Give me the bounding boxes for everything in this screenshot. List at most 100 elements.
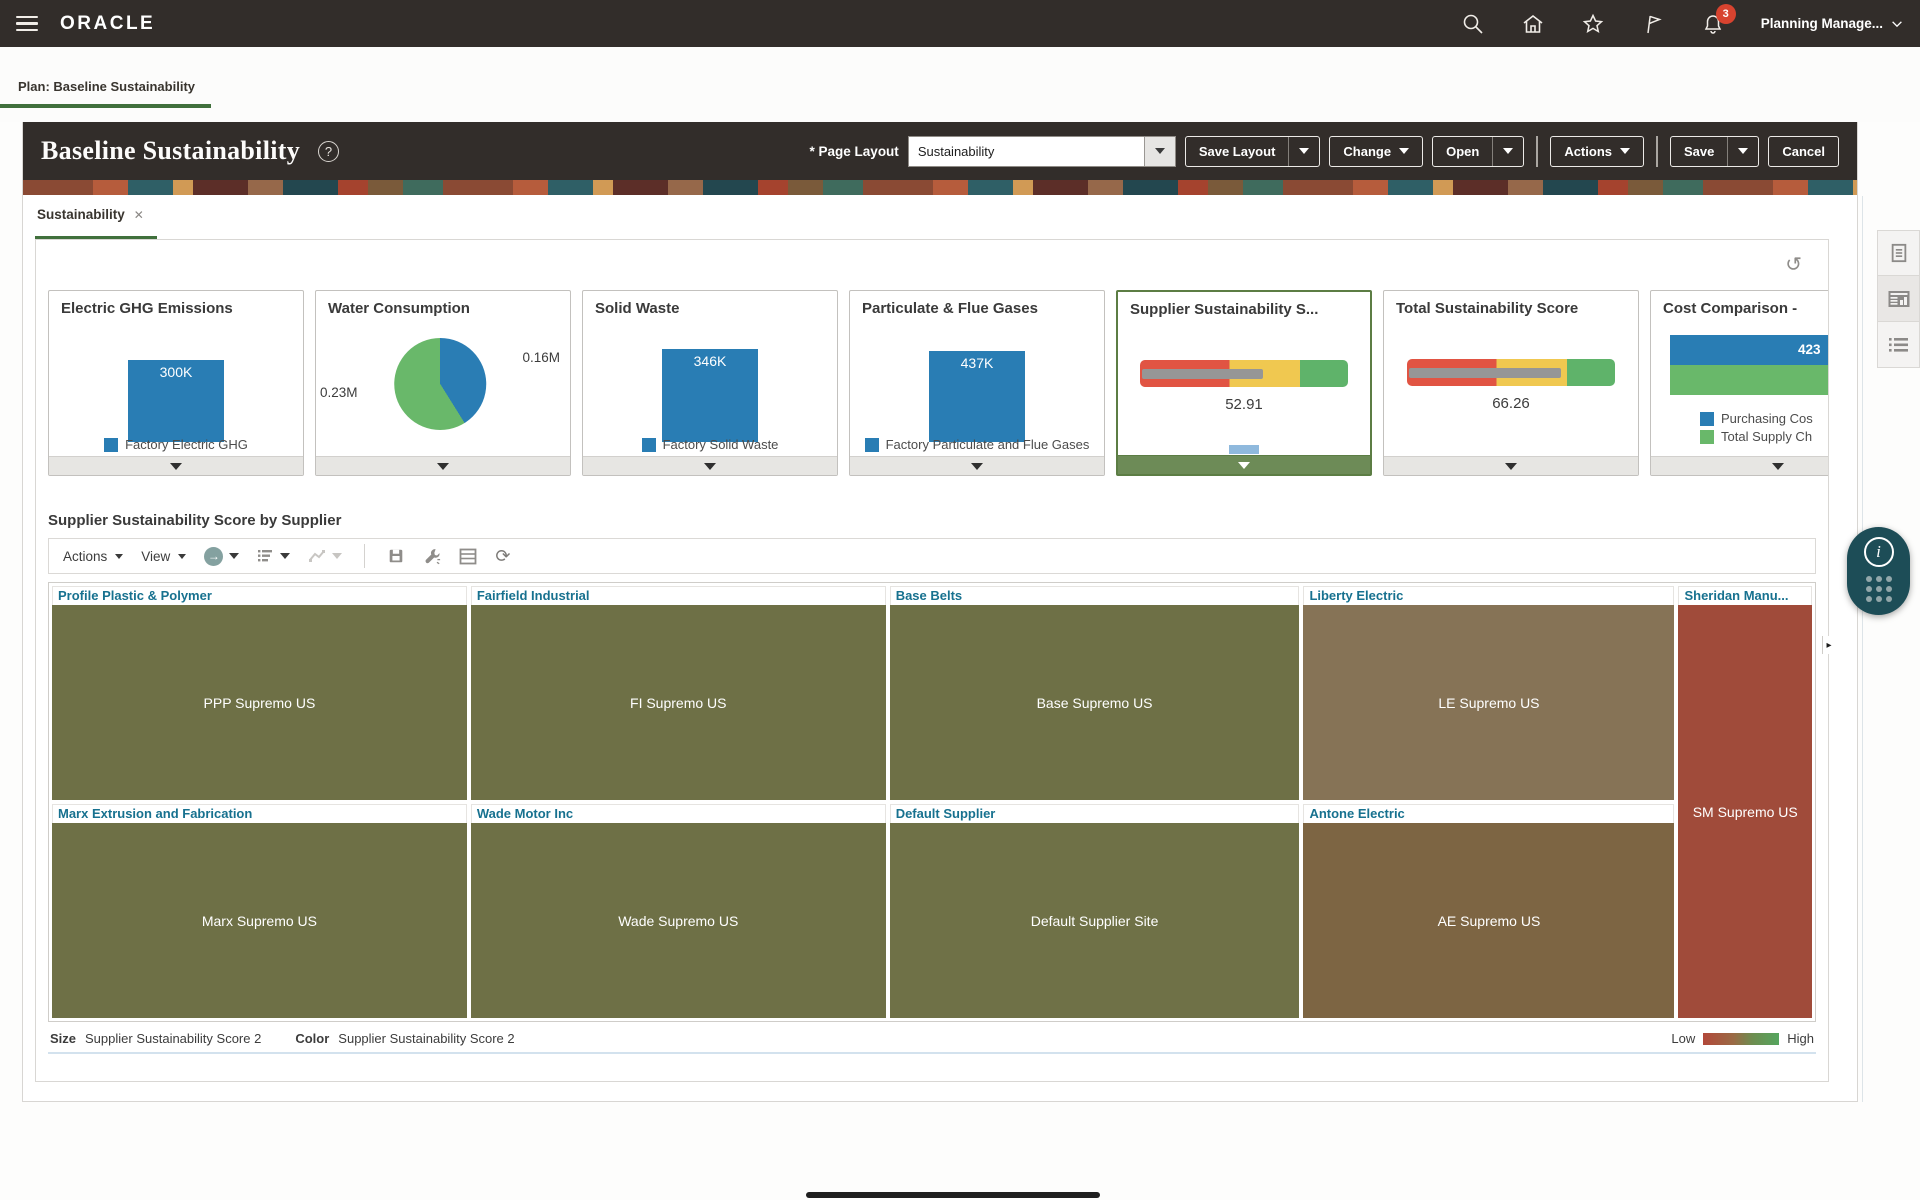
treemap-actions-menu[interactable]: Actions bbox=[63, 549, 124, 564]
navigation-menu-icon[interactable] bbox=[16, 15, 38, 32]
stacked-hbar-chart: 423 bbox=[1670, 335, 1828, 395]
plan-tab[interactable]: Plan: Baseline Sustainability bbox=[18, 79, 195, 94]
infolet-chart: 437K Factory Particulate and Flue Gases bbox=[850, 323, 1104, 456]
right-icon-rail bbox=[1877, 230, 1920, 368]
content-edge-divider bbox=[1862, 196, 1863, 1102]
open-dropdown-icon[interactable] bbox=[1492, 136, 1523, 166]
treemap-tile[interactable]: Base Belts Base Supremo US bbox=[889, 586, 1300, 800]
page-layout-value: Sustainability bbox=[917, 143, 995, 159]
infolet-card[interactable]: Electric GHG Emissions 300K Factory Electr… bbox=[48, 290, 304, 476]
expand-arrow-icon bbox=[1772, 462, 1784, 470]
treemap-tile-title: Liberty Electric bbox=[1303, 586, 1675, 605]
dashboard-view-button[interactable] bbox=[1877, 276, 1920, 322]
treemap-tile-site-label: AE Supremo US bbox=[1437, 912, 1541, 929]
treemap-view-menu[interactable]: View bbox=[141, 549, 187, 564]
infolet-expand-button[interactable] bbox=[49, 456, 303, 475]
infolet-chart: 300K Factory Electric GHG bbox=[49, 323, 303, 456]
chevron-down-icon bbox=[1892, 20, 1902, 27]
save-disk-icon bbox=[390, 549, 403, 563]
infolet-expand-button[interactable] bbox=[1651, 456, 1828, 475]
hbar bbox=[1670, 365, 1828, 395]
tab-sustainability[interactable]: Sustainability ✕ bbox=[37, 207, 144, 222]
treemap-tile-title: Profile Plastic & Polymer bbox=[52, 586, 467, 605]
freeze-button[interactable] bbox=[387, 547, 405, 565]
user-menu-label: Planning Manage... bbox=[1760, 16, 1883, 31]
infolet-card[interactable]: Cost Comparison - 423 Purchasing Cos Total… bbox=[1650, 290, 1828, 476]
infolet-card[interactable]: Water Consumption 0.16M 0.23M bbox=[315, 290, 571, 476]
chart-legend: Factory Electric GHG bbox=[49, 437, 303, 452]
home-icon[interactable] bbox=[1521, 12, 1545, 36]
legend-swatch bbox=[1700, 429, 1714, 444]
infolet-card[interactable]: Total Sustainability Score 66.26 bbox=[1383, 290, 1639, 476]
refresh-icon[interactable]: ⟳ bbox=[495, 546, 511, 566]
expand-arrow-icon bbox=[971, 462, 983, 470]
dashboard-panel: ↺ Electric GHG Emissions 300K Factory Elec… bbox=[35, 239, 1829, 1082]
treemap-tile-body: FI Supremo US bbox=[470, 605, 886, 800]
color-label: Color bbox=[295, 1031, 330, 1046]
layout-tab-bar: Sustainability ✕ bbox=[23, 195, 1857, 239]
treemap-section-title: Supplier Sustainability Score by Supplie… bbox=[48, 512, 342, 529]
list-view-button[interactable] bbox=[1877, 322, 1920, 368]
infolet-chart: 423 Purchasing Cos Total Supply Ch bbox=[1651, 323, 1828, 456]
expand-pane-arrow[interactable]: ▸ bbox=[1822, 636, 1835, 654]
infolet-card[interactable]: Supplier Sustainability S... 52.91 bbox=[1116, 290, 1372, 476]
chart-legend: Purchasing Cos Total Supply Ch bbox=[1700, 411, 1813, 444]
infolet-expand-button[interactable] bbox=[1384, 456, 1638, 475]
drill-button[interactable]: → bbox=[204, 546, 240, 566]
treemap-tile[interactable]: Profile Plastic & Polymer PPP Supremo US bbox=[52, 586, 467, 800]
save-layout-dropdown-icon[interactable] bbox=[1288, 136, 1319, 166]
cancel-button[interactable]: Cancel bbox=[1768, 135, 1839, 167]
infolet-card[interactable]: Particulate & Flue Gases 437K Factory Part… bbox=[849, 290, 1105, 476]
page-layout-select[interactable]: Sustainability bbox=[907, 135, 1176, 167]
infolet-title: Electric GHG Emissions bbox=[61, 300, 233, 317]
bar-chart-bar: 346K bbox=[662, 349, 758, 442]
search-icon[interactable] bbox=[1461, 12, 1485, 36]
close-tab-icon[interactable]: ✕ bbox=[133, 207, 144, 222]
treemap-tile-body: SM Supremo US bbox=[1678, 605, 1812, 1018]
treemap-footer: Size Supplier Sustainability Score 2 Col… bbox=[48, 1022, 1816, 1054]
info-icon[interactable]: i bbox=[1863, 537, 1894, 567]
infolet-title: Cost Comparison - bbox=[1663, 300, 1798, 317]
change-button[interactable]: Change bbox=[1329, 135, 1424, 167]
user-menu[interactable]: Planning Manage... bbox=[1761, 16, 1904, 31]
infolet-expand-button[interactable] bbox=[850, 456, 1104, 475]
infolet-expand-button[interactable] bbox=[316, 456, 570, 475]
notifications-bell-icon[interactable]: 3 bbox=[1701, 3, 1736, 36]
sort-format-button[interactable] bbox=[257, 548, 291, 564]
infolet-card[interactable]: Solid Waste 346K Factory Solid Waste bbox=[582, 290, 838, 476]
help-icon[interactable]: ? bbox=[318, 140, 340, 162]
treemap-tile[interactable]: Fairfield Industrial FI Supremo US bbox=[470, 586, 886, 800]
table-view-button[interactable] bbox=[459, 548, 477, 565]
favorites-star-icon[interactable] bbox=[1581, 12, 1605, 36]
treemap-tile[interactable]: Liberty Electric LE Supremo US bbox=[1303, 586, 1675, 800]
pie-slice-label: 0.16M bbox=[522, 350, 560, 365]
treemap-tile[interactable]: Antone Electric AE Supremo US bbox=[1303, 804, 1675, 1018]
watchlist-flag-icon[interactable] bbox=[1641, 12, 1665, 36]
treemap-tile[interactable]: Marx Extrusion and Fabrication Marx Supre… bbox=[52, 804, 467, 1018]
treemap-tile-site-label: FI Supremo US bbox=[630, 694, 727, 711]
repair-wrench-button[interactable] bbox=[423, 547, 441, 565]
page-info-widget[interactable]: i bbox=[1847, 527, 1910, 615]
infolet-expand-button[interactable] bbox=[583, 456, 837, 475]
page-view-button[interactable] bbox=[1877, 230, 1920, 276]
color-value: Supplier Sustainability Score 2 bbox=[338, 1031, 515, 1046]
treemap-tile[interactable]: Default Supplier Default Supplier Site bbox=[889, 804, 1300, 1018]
save-dropdown-icon[interactable] bbox=[1727, 136, 1758, 166]
drag-handle-dots-icon[interactable] bbox=[1865, 576, 1892, 602]
bar-value-label: 346K bbox=[693, 353, 727, 369]
infolet-expand-button[interactable] bbox=[1118, 455, 1370, 474]
actions-button[interactable]: Actions bbox=[1550, 135, 1644, 167]
toolbar-separator bbox=[364, 544, 366, 568]
reset-layout-icon[interactable]: ↺ bbox=[1785, 254, 1802, 276]
pie-chart bbox=[394, 338, 487, 431]
open-button[interactable]: Open bbox=[1432, 135, 1525, 167]
save-layout-button[interactable]: Save Layout bbox=[1184, 135, 1321, 167]
treemap-tile[interactable]: Sheridan Manu... SM Supremo US bbox=[1678, 586, 1812, 1018]
legend-label: Factory Solid Waste bbox=[662, 437, 779, 452]
treemap-tile[interactable]: Wade Motor Inc Wade Supremo US bbox=[470, 804, 886, 1018]
gauge-track bbox=[1407, 359, 1615, 386]
save-button[interactable]: Save bbox=[1669, 135, 1760, 167]
treemap-container: Profile Plastic & Polymer PPP Supremo US F… bbox=[48, 582, 1816, 1022]
page-header-controls: * Page Layout Sustainability Save Layout… bbox=[810, 135, 1839, 167]
page-layout-dropdown-icon[interactable] bbox=[1143, 136, 1175, 166]
